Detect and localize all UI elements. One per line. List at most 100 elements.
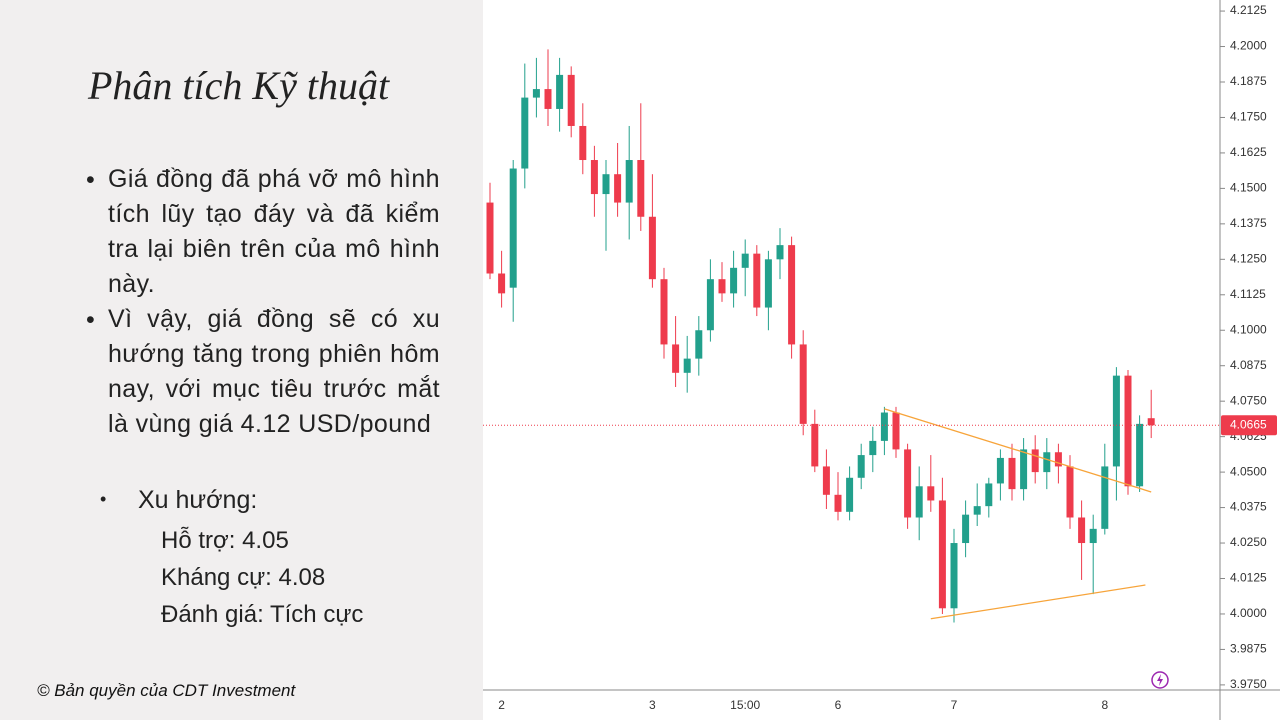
x-tick-label: 3: [649, 698, 656, 712]
candle-body: [927, 486, 935, 501]
candle-body: [776, 245, 784, 260]
y-tick-label: 4.0000: [1230, 606, 1267, 620]
y-tick-label: 4.1750: [1230, 110, 1267, 124]
candle-body: [985, 483, 993, 507]
candle-body: [1054, 452, 1062, 467]
candle-body: [683, 358, 691, 373]
candle-body: [672, 344, 680, 373]
bullet-dot: •: [86, 306, 95, 334]
candle-body: [1147, 418, 1155, 426]
y-tick-label: 4.0250: [1230, 535, 1267, 549]
candle-body: [602, 174, 610, 195]
bullet: Giá đồng đã phá vỡ mô hình tích lũy tạo …: [108, 165, 440, 298]
candle-body: [486, 202, 494, 274]
y-tick-label: 4.0875: [1230, 358, 1267, 372]
y-tick-label: 4.0750: [1230, 393, 1267, 407]
candle-body: [1112, 375, 1120, 467]
candle-body: [660, 279, 668, 345]
candle-body: [904, 449, 912, 518]
x-tick-label: 2: [498, 698, 505, 712]
candle-body: [521, 97, 529, 169]
candle-body: [1124, 375, 1132, 487]
candle-body: [1020, 449, 1028, 490]
candle-body: [637, 160, 645, 217]
bullet: Vì vậy, giá đồng sẽ có xu hướng tăng tro…: [108, 305, 440, 438]
candle-body: [788, 245, 796, 345]
candle-body: [498, 273, 506, 294]
alert-icon-bolt: [1157, 674, 1163, 686]
candle-body: [811, 423, 819, 467]
y-tick-label: 3.9750: [1230, 677, 1267, 691]
candle-body: [625, 160, 633, 203]
candle-body: [869, 440, 877, 456]
candle-body: [962, 514, 970, 544]
candle-body: [741, 253, 749, 268]
candle-body: [730, 267, 738, 294]
candle-body: [892, 412, 900, 450]
candle-body: [1066, 466, 1074, 518]
detail: Đánh giá: Tích cực: [161, 601, 364, 628]
candle-body: [764, 259, 772, 308]
candle-body: [590, 160, 598, 195]
x-tick-label: 6: [835, 698, 842, 712]
candle-body: [1043, 452, 1051, 473]
candle-body: [880, 412, 888, 441]
candle-body: [556, 74, 564, 109]
y-tick-label: 4.0125: [1230, 571, 1267, 585]
last-price-box: [1221, 415, 1277, 436]
y-tick-label: 4.1500: [1230, 181, 1267, 195]
candle-body: [1136, 423, 1144, 487]
y-tick-label: 4.0500: [1230, 464, 1267, 478]
y-tick-label: 4.1250: [1230, 251, 1267, 265]
candle-body: [1089, 528, 1097, 544]
detail: Hỗ trợ: 4.05: [161, 527, 289, 554]
candle-body: [857, 455, 865, 478]
candle-body: [799, 344, 807, 424]
alert-icon[interactable]: [1151, 671, 1169, 689]
candle-body: [532, 89, 540, 98]
candle-body: [1031, 449, 1039, 473]
candle-body: [915, 486, 923, 518]
bullet-dot: •: [100, 489, 107, 509]
candle-body: [567, 74, 575, 126]
candle-body: [579, 125, 587, 161]
candle-body: [1078, 517, 1086, 544]
candle-body: [950, 543, 958, 609]
y-tick-label: 4.2000: [1230, 39, 1267, 53]
x-tick-label: 15:00: [730, 698, 760, 712]
candle-body: [544, 89, 552, 109]
candle-body: [973, 506, 981, 515]
candle-body: [718, 279, 726, 294]
detail: Kháng cự: 4.08: [161, 564, 326, 591]
candle-body: [648, 216, 656, 280]
candle-body: [834, 494, 842, 512]
candle-body: [1008, 457, 1016, 490]
candle-body: [1101, 466, 1109, 529]
candle-body: [753, 253, 761, 308]
y-tick-label: 3.9875: [1230, 642, 1267, 656]
sub-bullet: Xu hướng:: [138, 486, 258, 514]
candle-body: [996, 457, 1004, 484]
footer: © Bản quyền của CDT Investment: [37, 681, 296, 700]
x-tick-label: 8: [1101, 698, 1108, 712]
candle-body: [695, 330, 703, 359]
y-tick-label: 4.1375: [1230, 216, 1267, 230]
y-tick-label: 4.1000: [1230, 322, 1267, 336]
candle-body: [614, 174, 622, 203]
y-tick-label: 4.1125: [1230, 287, 1266, 301]
candle-body: [822, 466, 830, 495]
candle-body: [509, 168, 517, 288]
y-tick-label: 4.0375: [1230, 500, 1267, 514]
last-price-label: 4.0665: [1230, 417, 1267, 431]
y-tick-label: 4.1875: [1230, 74, 1267, 88]
trendline: [930, 584, 1146, 620]
trendline: [884, 408, 1152, 493]
y-tick-label: 4.2125: [1230, 3, 1267, 17]
slide-title: Phân tích Kỹ thuật: [88, 63, 390, 108]
text-panel: Phân tích Kỹ thuật • Giá đồng đã phá vỡ …: [0, 0, 483, 720]
candle-body: [938, 500, 946, 609]
candle-body: [846, 477, 854, 512]
candle-body: [706, 279, 714, 331]
